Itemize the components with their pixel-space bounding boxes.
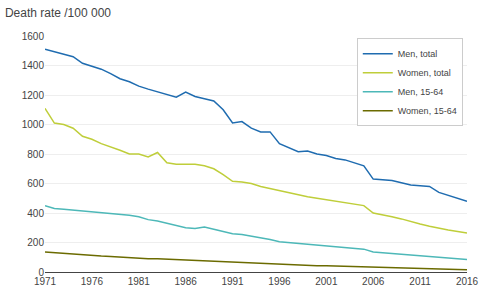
svg-text:2001: 2001 — [315, 276, 338, 287]
svg-text:2011: 2011 — [409, 276, 431, 287]
svg-text:Women, 15-64: Women, 15-64 — [398, 106, 457, 116]
svg-text:2016: 2016 — [456, 276, 479, 287]
svg-text:1981: 1981 — [128, 276, 151, 287]
svg-text:Men, 15-64: Men, 15-64 — [398, 87, 444, 97]
svg-text:1986: 1986 — [175, 276, 198, 287]
svg-text:Men, total: Men, total — [398, 49, 438, 59]
svg-text:0: 0 — [38, 267, 44, 278]
svg-text:1200: 1200 — [22, 90, 45, 101]
svg-text:600: 600 — [27, 178, 44, 189]
svg-text:800: 800 — [27, 149, 44, 160]
svg-text:2006: 2006 — [362, 276, 385, 287]
svg-text:Women, total: Women, total — [398, 68, 451, 78]
svg-text:1600: 1600 — [22, 31, 45, 42]
svg-text:1976: 1976 — [81, 276, 104, 287]
svg-text:1971: 1971 — [34, 276, 57, 287]
svg-text:1400: 1400 — [22, 60, 45, 71]
svg-text:200: 200 — [27, 237, 44, 248]
svg-text:1996: 1996 — [268, 276, 291, 287]
svg-text:1000: 1000 — [22, 119, 45, 130]
svg-text:400: 400 — [27, 208, 44, 219]
svg-text:1991: 1991 — [221, 276, 244, 287]
svg-text:Death rate /100 000: Death rate /100 000 — [5, 6, 111, 20]
